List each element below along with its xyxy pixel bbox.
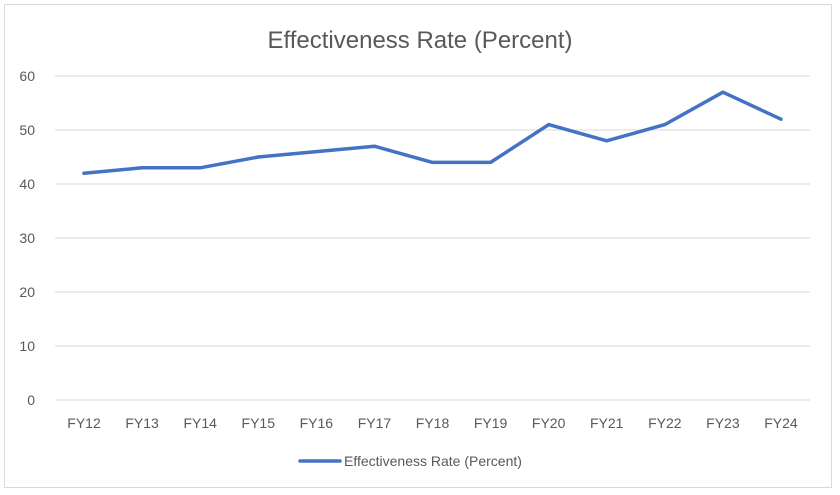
x-tick-label: FY24 (764, 415, 798, 431)
y-tick-label: 10 (19, 338, 35, 354)
x-tick-label: FY18 (416, 415, 450, 431)
y-tick-label: 50 (19, 122, 35, 138)
data-point (82, 171, 86, 175)
y-tick-label: 0 (27, 392, 35, 408)
data-point (547, 123, 551, 127)
data-point (431, 160, 434, 164)
x-tick-label: FY22 (648, 415, 682, 431)
gridlines (55, 75, 810, 401)
x-axis-ticks: FY12 FY13 FY14 FY15 FY16 FY17 FY18 FY19 FY20 FY21… (67, 415, 798, 431)
legend-label: Effectiveness Rate (Percent) (344, 453, 522, 469)
x-tick-label: FY14 (183, 415, 217, 431)
data-point (721, 90, 725, 94)
x-tick-label: FY20 (532, 415, 566, 431)
data-point (489, 160, 493, 164)
y-tick-label: 30 (19, 230, 35, 246)
x-tick-label: FY13 (125, 415, 159, 431)
x-tick-label: FY15 (242, 415, 276, 431)
x-tick-label: FY16 (300, 415, 334, 431)
data-point (198, 166, 202, 170)
series-lines (82, 90, 783, 175)
chart-title: Effectiveness Rate (Percent) (267, 27, 572, 54)
x-tick-label: FY19 (474, 415, 508, 431)
x-tick-label: FY17 (358, 415, 392, 431)
x-tick-label: FY21 (590, 415, 624, 431)
data-point (372, 144, 376, 148)
y-tick-label: 20 (19, 284, 35, 300)
data-point (140, 166, 144, 170)
y-axis-ticks: 0 10 20 30 40 50 60 (19, 68, 35, 408)
y-tick-label: 60 (19, 68, 35, 84)
legend: Effectiveness Rate (Percent) (298, 453, 522, 469)
chart-frame (4, 4, 832, 488)
x-tick-label: FY12 (67, 415, 101, 431)
y-tick-label: 40 (19, 176, 35, 192)
data-point (779, 117, 783, 121)
data-point (663, 123, 667, 127)
data-point (605, 139, 609, 143)
x-tick-label: FY23 (706, 415, 740, 431)
data-point (256, 155, 260, 159)
data-point (314, 150, 318, 154)
